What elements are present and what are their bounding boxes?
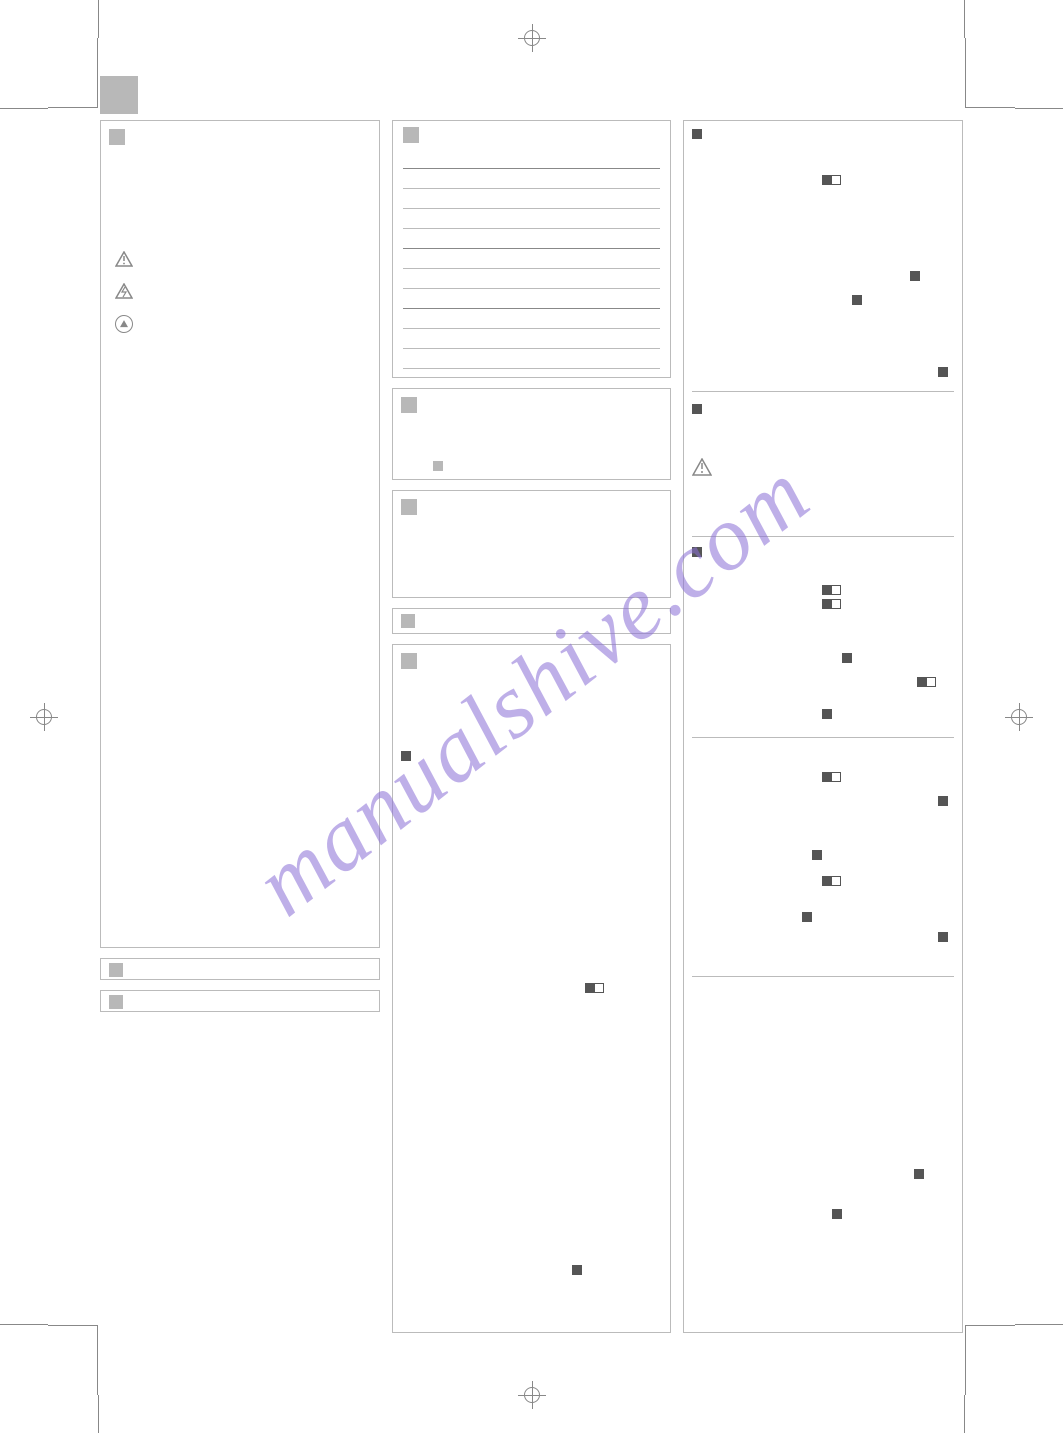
crop-mark-tl-v xyxy=(98,0,99,38)
warning-icon xyxy=(115,251,371,269)
toc-row xyxy=(403,329,661,349)
bullet xyxy=(692,295,954,307)
col2-box4 xyxy=(392,608,672,634)
bullet xyxy=(692,367,954,379)
crop-mark-bl xyxy=(48,1325,98,1395)
ref-marker xyxy=(433,461,443,471)
warning-icon xyxy=(692,458,954,478)
crop-mark-br-v xyxy=(964,1395,965,1433)
divider xyxy=(692,391,954,392)
bullet xyxy=(692,547,954,559)
divider xyxy=(692,536,954,537)
bullet xyxy=(692,1169,954,1181)
col1-box3 xyxy=(100,990,380,1012)
bullet xyxy=(692,129,954,141)
section-marker xyxy=(401,614,415,628)
divider xyxy=(692,737,954,738)
bullet xyxy=(401,1265,663,1277)
toc-row xyxy=(403,289,661,309)
col2-box5 xyxy=(392,644,672,1333)
section-marker xyxy=(401,499,417,515)
bullet xyxy=(692,709,954,721)
toc-row xyxy=(403,349,661,369)
crop-mark-bl-v xyxy=(98,1395,99,1433)
bullet xyxy=(692,850,954,862)
col1-box2 xyxy=(100,958,380,980)
crop-mark-tr-v xyxy=(964,0,965,38)
ref-pair xyxy=(692,677,954,689)
col2-toc xyxy=(392,120,672,378)
recycle-icon xyxy=(115,315,371,335)
ref-pair xyxy=(692,772,954,784)
crop-mark-tl xyxy=(48,38,98,108)
bullet xyxy=(692,1209,954,1221)
section-marker xyxy=(109,129,125,145)
content-columns xyxy=(100,120,963,1333)
registration-mark-right xyxy=(1005,703,1033,731)
col1-box1 xyxy=(100,120,380,948)
bullet xyxy=(692,796,954,808)
bullet xyxy=(692,932,954,944)
bullet xyxy=(692,653,954,665)
section-marker xyxy=(401,397,417,413)
section-marker xyxy=(401,653,417,669)
toc-row xyxy=(403,189,661,209)
col2-box2 xyxy=(392,388,672,480)
section-marker xyxy=(109,963,123,977)
ref-pair xyxy=(692,599,954,611)
ref-pair xyxy=(692,175,954,187)
crop-mark-br-h xyxy=(1015,1324,1063,1325)
column-1 xyxy=(100,120,380,1333)
bullet xyxy=(692,912,954,924)
toc-row xyxy=(403,269,661,289)
ref-pair xyxy=(401,983,663,995)
toc-row xyxy=(403,169,661,189)
ref-pair xyxy=(692,585,954,597)
ref-pair xyxy=(692,876,954,888)
registration-mark-left xyxy=(30,703,58,731)
column-2 xyxy=(392,120,672,1333)
bullet xyxy=(692,271,954,283)
crop-mark-bl-h xyxy=(0,1324,48,1325)
page-number-box xyxy=(100,76,138,114)
section-marker xyxy=(403,127,419,143)
shock-icon xyxy=(115,283,371,301)
toc-row xyxy=(403,249,661,269)
divider xyxy=(692,976,954,977)
column-3 xyxy=(683,120,963,1333)
bullet xyxy=(401,751,663,763)
section-marker xyxy=(109,995,123,1009)
col2-box3 xyxy=(392,490,672,598)
crop-mark-tr-h xyxy=(1015,108,1063,109)
crop-mark-br xyxy=(965,1325,1015,1395)
col3-box xyxy=(683,120,963,1333)
registration-mark-top xyxy=(518,24,546,52)
crop-mark-tr xyxy=(965,38,1015,108)
toc-row xyxy=(403,309,661,329)
crop-mark-tl-h xyxy=(0,108,48,109)
toc-row xyxy=(403,209,661,229)
toc-row xyxy=(403,229,661,249)
toc-row xyxy=(403,149,661,169)
bullet xyxy=(692,404,954,416)
registration-mark-bottom xyxy=(518,1381,546,1409)
